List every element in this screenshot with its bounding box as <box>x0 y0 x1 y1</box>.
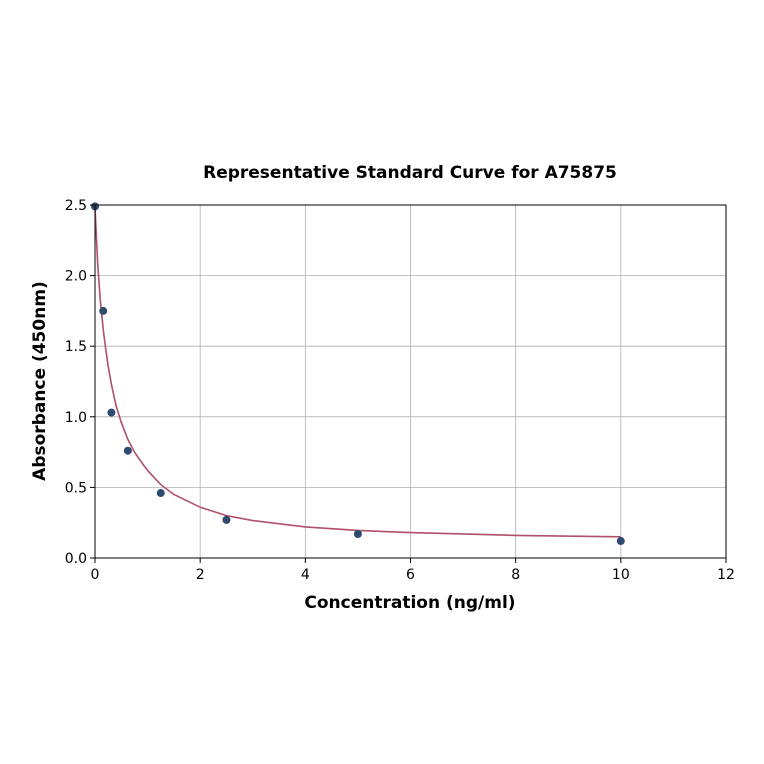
y-tick-label: 2.5 <box>65 198 87 214</box>
y-tick-label: 2.0 <box>65 269 87 285</box>
grid-lines <box>94 204 727 559</box>
x-tick-label: 10 <box>612 567 630 583</box>
x-tick-label: 4 <box>301 567 310 583</box>
data-point <box>99 306 108 315</box>
fit-curve-line <box>94 206 621 538</box>
y-tick-label: 1.0 <box>65 410 87 426</box>
y-tick-label: 0.5 <box>65 480 87 496</box>
data-point <box>123 446 132 455</box>
x-axis-ticks: 0 2 4 6 8 10 12 <box>91 558 735 583</box>
data-point <box>616 537 625 546</box>
x-tick-label: 6 <box>406 567 415 583</box>
fit-curve-layer <box>94 206 621 538</box>
y-axis-ticks: 0.0 0.5 1.0 1.5 2.0 2.5 <box>65 198 95 567</box>
x-tick-label: 0 <box>91 567 100 583</box>
x-axis-label: Concentration (ng/ml) <box>304 593 515 613</box>
data-point <box>156 489 165 498</box>
y-tick-label: 1.5 <box>65 339 87 355</box>
data-point <box>222 515 231 524</box>
data-point <box>107 408 116 417</box>
chart-title: Representative Standard Curve for A75875 <box>203 163 617 183</box>
x-tick-label: 8 <box>511 567 520 583</box>
y-axis-label: Absorbance (450nm) <box>30 281 50 481</box>
data-points-layer <box>91 202 625 546</box>
x-tick-label: 2 <box>196 567 205 583</box>
y-tick-label: 0.0 <box>65 551 87 567</box>
data-point <box>353 529 362 538</box>
x-tick-label: 12 <box>717 567 735 583</box>
